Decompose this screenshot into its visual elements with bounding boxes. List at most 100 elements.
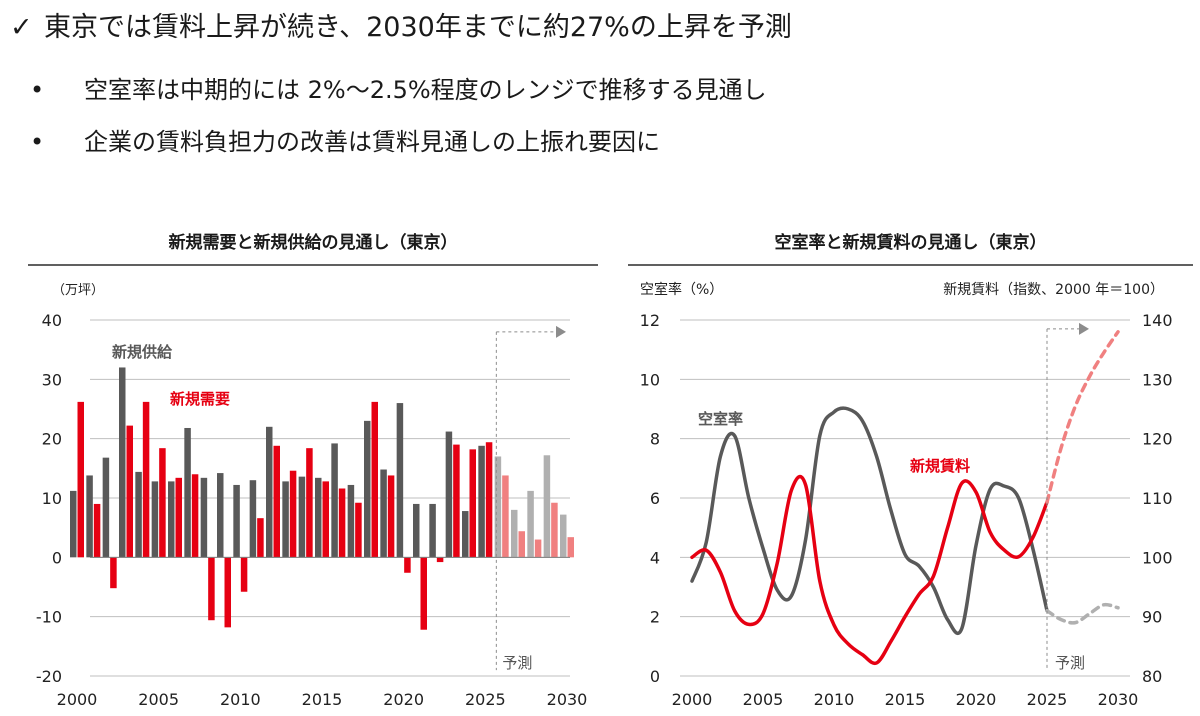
demand-bar — [306, 448, 313, 558]
supply-bar — [380, 469, 387, 558]
supply-bar — [413, 503, 420, 558]
demand-bar — [77, 401, 84, 558]
demand-bar — [420, 557, 427, 630]
demand-bar — [110, 557, 117, 589]
legend-label-rent: 新規賃料 — [910, 457, 970, 475]
demand-bar — [567, 537, 574, 558]
chart2-x-tick-label: 2010 — [814, 690, 855, 709]
chart2-x-tick-label: 2015 — [885, 690, 926, 709]
chart1-x-tick-label: 2005 — [138, 690, 179, 709]
supply-bar — [184, 427, 191, 558]
supply-bar — [233, 484, 240, 558]
chart1-x-tick-label: 2015 — [302, 690, 343, 709]
vacancy-line — [690, 406, 1049, 636]
supply-bar — [168, 481, 175, 558]
demand-bar — [338, 488, 346, 558]
chart1-forecast-arrowhead — [556, 325, 566, 338]
demand-bar — [159, 448, 166, 558]
supply-bar — [543, 455, 551, 558]
chart1-y-tick-label: -10 — [36, 608, 62, 627]
supply-bar — [364, 420, 371, 558]
bullet-item: • 企業の賃料負担力の改善は賃料見通しの上振れ要因に — [30, 122, 660, 162]
chart2-y-tick-label: 8 — [650, 430, 660, 449]
legend-label-demand: 新規需要 — [170, 390, 230, 408]
supply-bar — [200, 477, 208, 558]
demand-bar — [502, 475, 509, 558]
chart2-x-tick-label: 2000 — [672, 690, 713, 709]
chart1-unit-label: （万坪） — [52, 283, 104, 298]
chart-title-vacancy-rent: 空室率と新規賃料の見通し（東京） — [774, 233, 1047, 253]
chart1-x-tick-label: 2025 — [465, 690, 506, 709]
supply-bar — [396, 403, 404, 558]
demand-bar — [289, 470, 297, 558]
check-icon: ✓ — [10, 12, 33, 43]
chart2-y-tick-label: 6 — [650, 489, 660, 508]
chart-title-supply-demand: 新規需要と新規供給の見通し（東京） — [168, 233, 458, 253]
supply-bar — [478, 445, 485, 558]
demand-bar — [273, 445, 280, 558]
bullet-icon: • — [30, 128, 45, 156]
supply-bar — [347, 484, 355, 558]
supply-bar — [298, 476, 306, 558]
bullet-text: 空室率は中期的には 2%～2.5%程度のレンジで推移する見通し — [84, 76, 767, 104]
supply-bar — [86, 475, 93, 558]
demand-bar — [371, 401, 378, 558]
demand-bar — [518, 531, 525, 558]
supply-bar — [135, 471, 142, 558]
chart2-y2-tick-label: 90 — [1142, 608, 1162, 627]
chart2-y2-tick-label: 80 — [1142, 667, 1162, 686]
chart1-x-tick-label: 2030 — [547, 690, 588, 709]
chart2-x-tick-label: 2025 — [1027, 690, 1068, 709]
demand-bar — [355, 502, 362, 558]
rent-line — [690, 474, 1049, 666]
supply-bar — [315, 477, 322, 558]
chart2-y2-axis-label: 新規賃料（指数、2000 年＝100） — [943, 282, 1164, 298]
supply-bar — [511, 509, 518, 558]
demand-bar — [322, 481, 329, 558]
chart2-y-tick-label: 4 — [650, 548, 660, 567]
chart2-y2-tick-label: 140 — [1142, 311, 1173, 330]
chart2-y-tick-label: 2 — [650, 608, 660, 627]
supply-bar — [445, 431, 453, 558]
chart1-y-tick-label: 10 — [42, 489, 62, 508]
chart1-y-tick-label: -20 — [36, 667, 62, 686]
legend-label-vacancy: 空室率 — [698, 410, 743, 428]
chart2-x-tick-label: 2005 — [743, 690, 784, 709]
demand-bar — [240, 557, 248, 592]
supply-bar — [249, 480, 257, 558]
supply-bar — [331, 443, 338, 558]
demand-bar — [436, 557, 444, 563]
chart2-y2-tick-label: 130 — [1142, 370, 1173, 389]
supply-bar — [429, 503, 436, 558]
supply-bar — [151, 481, 159, 558]
rent-forecast-line — [1045, 330, 1120, 504]
demand-bar — [93, 503, 101, 558]
chart2-y2-tick-label: 120 — [1142, 430, 1173, 449]
chart1-forecast-label: 予測 — [502, 654, 532, 672]
legend-label-supply: 新規供給 — [112, 343, 173, 361]
supply-bar — [102, 457, 110, 558]
demand-bar — [208, 557, 215, 621]
chart1-y-tick-label: 0 — [52, 548, 62, 567]
supply-bar — [282, 481, 289, 558]
demand-bar — [534, 539, 542, 558]
chart1-x-tick-label: 2000 — [57, 690, 98, 709]
chart1-x-tick-label: 2010 — [220, 690, 261, 709]
demand-bar — [387, 475, 395, 558]
supply-bar — [70, 490, 77, 558]
supply-bar — [462, 511, 469, 558]
chart1-y-tick-label: 40 — [42, 311, 62, 330]
chart1-x-tick-label: 2020 — [383, 690, 424, 709]
demand-bar — [126, 425, 133, 558]
chart2-y-tick-label: 0 — [650, 667, 660, 686]
supply-bar — [560, 514, 567, 558]
demand-bar — [469, 449, 476, 558]
supply-bar — [494, 456, 502, 558]
supply-bar — [217, 473, 224, 558]
headline: ✓ 東京では賃料上昇が続き、2030年までに約27%の上昇を予測 — [10, 6, 792, 50]
demand-bar — [257, 518, 264, 558]
headline-text: 東京では賃料上昇が続き、2030年までに約27%の上昇を予測 — [44, 12, 792, 43]
chart2-y2-tick-label: 110 — [1142, 489, 1173, 508]
chart2-forecast-label: 予測 — [1055, 654, 1085, 672]
